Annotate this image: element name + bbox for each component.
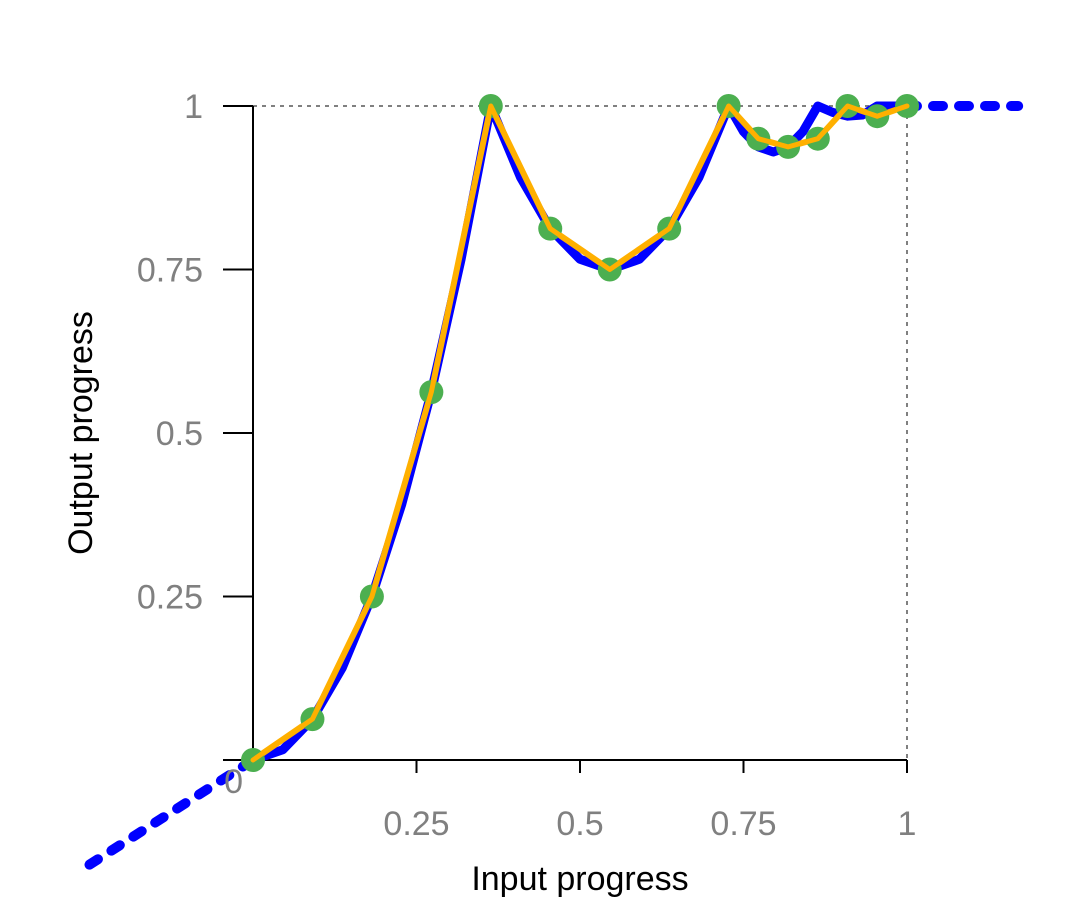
y-tick-labels: 0 0.25 0.5 0.75 1 [137, 88, 243, 801]
linear-approximation-line-overlay [250, 103, 910, 763]
x-tick-label: 0.75 [710, 805, 776, 843]
y-tick-label: 0.75 [137, 252, 203, 290]
x-tick-label: 0.25 [383, 805, 449, 843]
y-tick-label: 0 [224, 763, 243, 801]
points-layer [241, 94, 919, 772]
reference-lines [253, 105, 908, 760]
y-tick-label: 0.5 [156, 415, 203, 453]
x-tick-label: 1 [898, 805, 917, 843]
y-tick-label: 0.25 [137, 579, 203, 617]
y-axis-title: Output progress [62, 311, 100, 555]
x-tick-label: 0.5 [556, 805, 603, 843]
polyline-layer [250, 103, 910, 763]
axes [223, 105, 908, 773]
curve-layer [248, 101, 912, 765]
curve-extensions [84, 101, 1024, 870]
easing-curve [248, 101, 912, 765]
x-axis-title: Input progress [471, 860, 688, 898]
x-tick-labels: 0.25 0.5 0.75 1 [383, 805, 916, 843]
y-tick-label: 1 [184, 88, 203, 126]
curve-extension-start [84, 755, 258, 870]
linear-approximation-line [250, 103, 910, 763]
